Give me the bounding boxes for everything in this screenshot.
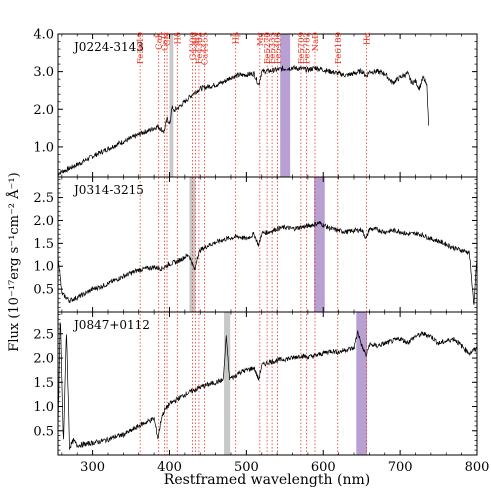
x-tick-label: 400 (157, 460, 182, 475)
panel-name: J0847+0112 (72, 318, 150, 332)
line-label: Fe5406 (274, 32, 284, 64)
y-tick-label: 2.0 (33, 214, 54, 229)
line-label: Fe6189 (334, 32, 344, 64)
line-label: Ca4455 (201, 32, 211, 65)
y-tick-label: 1.0 (33, 260, 54, 275)
line-label: Hγ (192, 32, 202, 45)
y-tick-label: 1.5 (33, 237, 54, 252)
y-tick-label: 4.0 (33, 28, 54, 43)
y-tick-label: 1.0 (33, 400, 54, 415)
spectrum-line (57, 64, 429, 176)
x-axis-label: Restframed wavelength (nm) (164, 472, 370, 488)
line-label: CaK (155, 31, 165, 50)
line-label: Hδ (173, 32, 183, 45)
line-label: Mg (256, 31, 266, 46)
x-tick-label: 600 (311, 460, 336, 475)
y-tick-label: 2.5 (33, 327, 54, 342)
line-label: CN (163, 31, 173, 46)
y-tick-label: 0.5 (33, 283, 54, 298)
panel-frame (57, 311, 478, 456)
y-tick-label: 2.0 (33, 103, 54, 118)
tick-layer: 1.0 2.0 3.0 4.0 J0224-3143 0.5 1.0 1.5 2.0 2.5 J03… (33, 28, 489, 476)
x-tick-label: 700 (388, 460, 413, 475)
spectrum-line (57, 221, 478, 305)
y-tick-label: 2.5 (33, 191, 54, 206)
purple-band (356, 312, 368, 455)
spectrum-layer (57, 64, 478, 450)
line-label: Hα (363, 32, 373, 45)
spectrum-line (57, 322, 478, 450)
panel-frame-layer (57, 33, 478, 456)
panel-name: J0224-3143 (72, 40, 144, 54)
line-label: Fe5335 (268, 32, 278, 64)
gray-band (224, 312, 231, 455)
line-label: CaH (160, 32, 170, 51)
line-label: Fe4383 (195, 32, 205, 64)
purple-band (314, 177, 325, 312)
line-label: Hβ (232, 32, 242, 44)
line-label: Fe5782 (303, 32, 313, 64)
panel-name: J0314-3215 (72, 183, 144, 197)
line-label: G4300 (189, 32, 199, 60)
x-tick-label: 800 (465, 460, 490, 475)
gray-band (169, 34, 174, 177)
y-tick-label: 0.5 (33, 424, 54, 439)
y-tick-label: 1.0 (33, 140, 54, 155)
line-label: Fe5709 (297, 32, 307, 64)
line-label: Fe5270 (263, 32, 273, 64)
y-axis-label: Flux (10⁻¹⁷erg s⁻¹cm⁻² Å⁻¹) (6, 172, 22, 351)
purple-band (280, 34, 291, 177)
y-tick-label: 3.0 (33, 65, 54, 80)
line-label: NaD (311, 32, 321, 52)
y-tick-label: 1.5 (33, 376, 54, 391)
x-tick-label: 500 (234, 460, 259, 475)
x-tick-label: 300 (80, 460, 105, 475)
y-tick-label: 2.0 (33, 352, 54, 367)
line-marker-layer (139, 34, 367, 455)
line-label: Fe3619 (136, 32, 146, 64)
